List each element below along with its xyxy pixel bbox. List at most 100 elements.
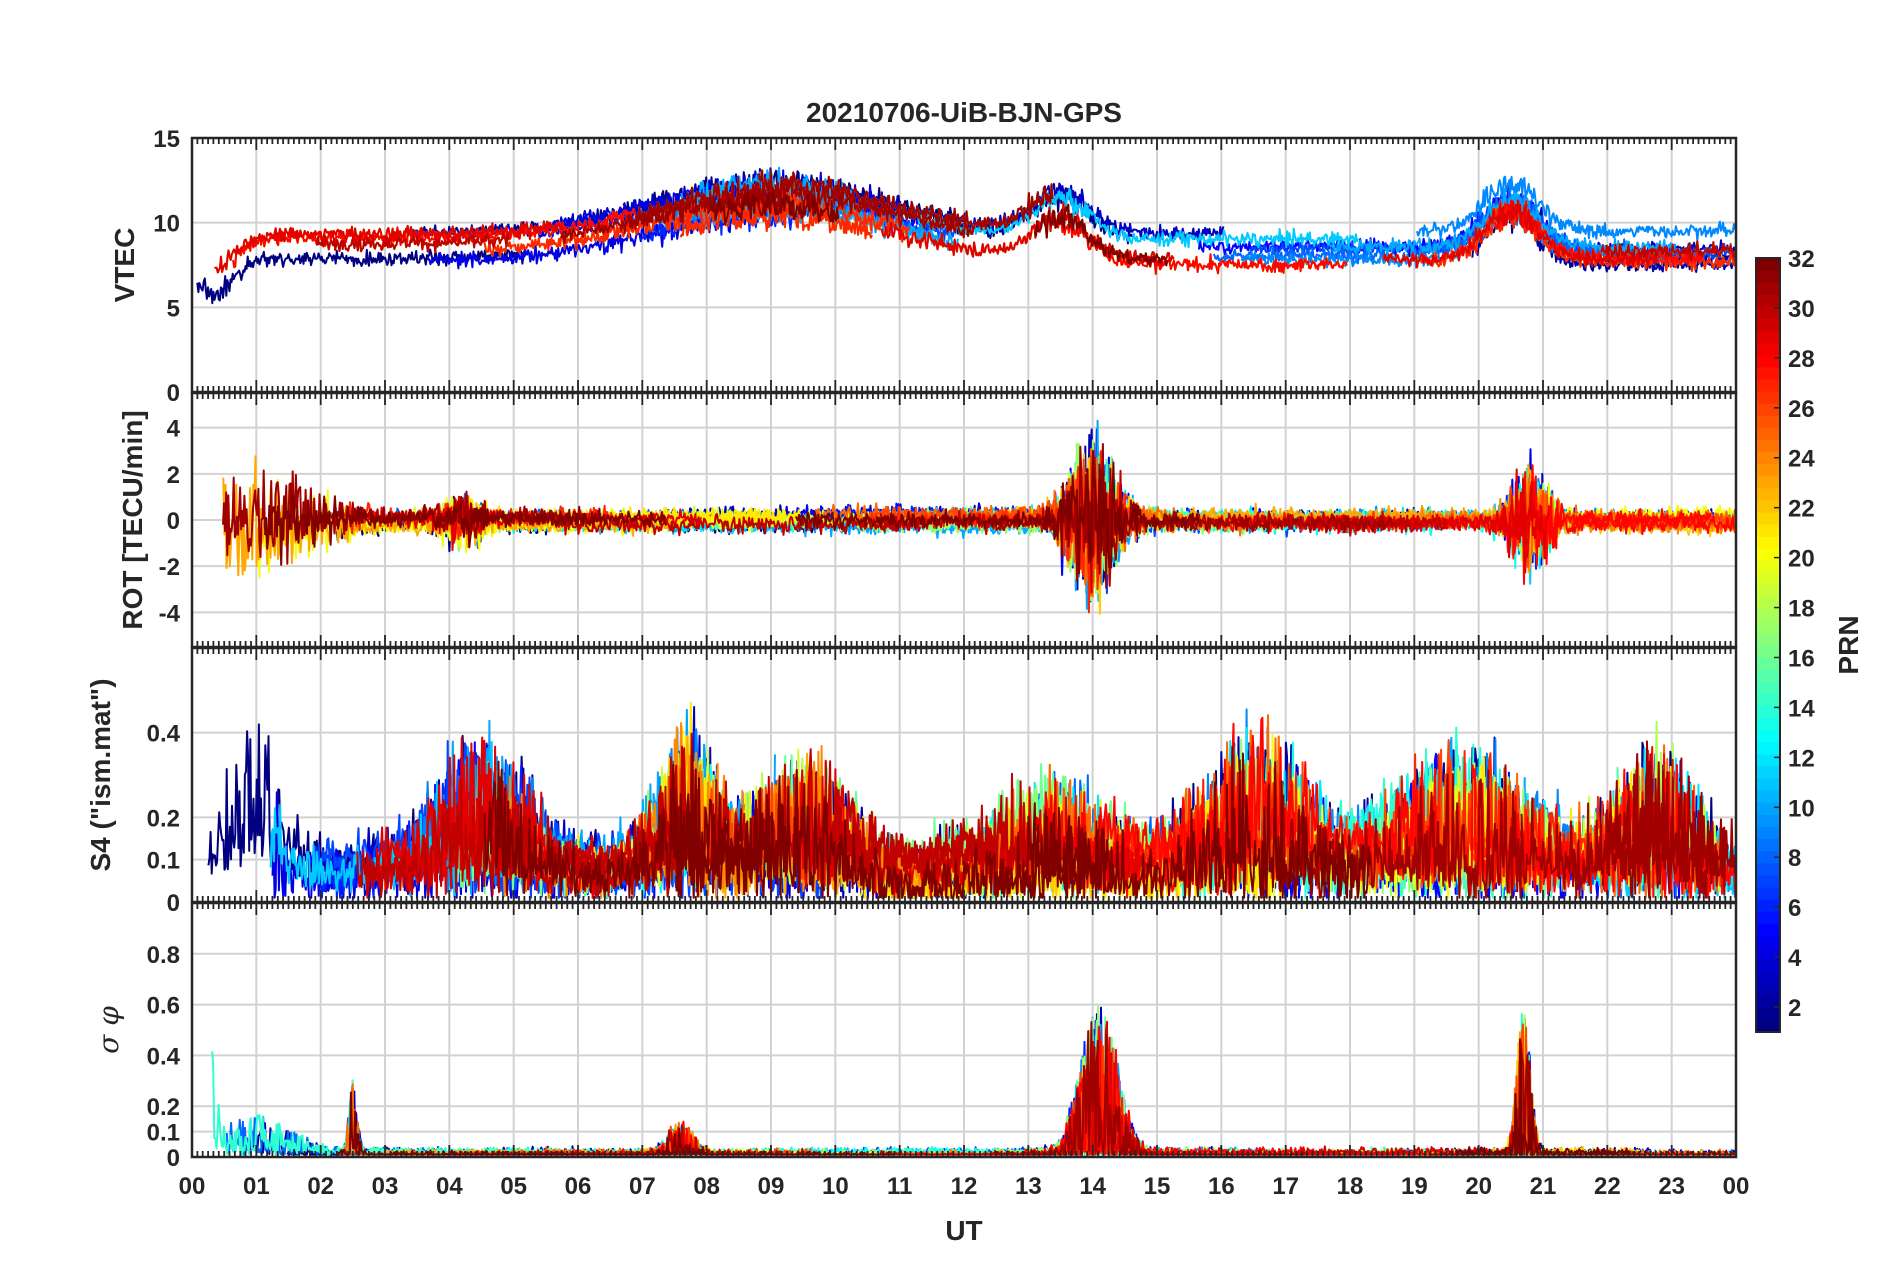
y-tick-label: 0: [167, 890, 180, 917]
colorbar-band: [1756, 947, 1780, 960]
y-tick-label: 0: [167, 380, 180, 407]
y-tick-label: 0.4: [147, 1043, 181, 1070]
tick-marks-x: [191, 648, 1737, 902]
colorbar-band: [1756, 911, 1780, 924]
colorbar-band: [1756, 536, 1780, 549]
x-tick-label: 04: [436, 1173, 463, 1200]
colorbar-tick-label: 32: [1788, 246, 1815, 273]
series-prn-31: [560, 169, 1054, 244]
panel-rot: -4 -2 0 2 4 ROT [TECU/min]: [117, 391, 1738, 649]
colorbar-band: [1756, 354, 1780, 368]
x-tick-label: 14: [1079, 1173, 1106, 1200]
colorbar-tick-label: 28: [1788, 346, 1815, 373]
colorbar-frame: [1755, 257, 1781, 1033]
colorbar-band: [1756, 705, 1780, 719]
colorbar-band: [1756, 306, 1780, 320]
colorbar-band: [1756, 874, 1780, 888]
colorbar-band: [1756, 717, 1780, 731]
colorbar-band: [1756, 1019, 1780, 1033]
x-tick-label: 15: [1144, 1173, 1171, 1200]
colorbar-band: [1756, 765, 1780, 779]
colorbar-band: [1756, 862, 1780, 876]
colorbar-tick-label: 20: [1788, 546, 1815, 573]
colorbar-band: [1756, 330, 1780, 344]
series-group-vtec: [196, 166, 1736, 305]
x-axis-label: UT: [945, 1215, 982, 1246]
colorbar-tick-label: 8: [1788, 845, 1801, 872]
x-tick-label: 06: [565, 1173, 592, 1200]
colorbar-band: [1756, 463, 1780, 477]
colorbar-band: [1756, 814, 1780, 827]
y-axis-label-s4: S4 ("ism.mat"): [85, 678, 116, 871]
series-prn-32: [483, 745, 1371, 899]
colorbar-band: [1756, 342, 1780, 356]
tick-marks-x: [191, 393, 1737, 647]
tick-marks-x: [191, 138, 1737, 392]
colorbar-band: [1756, 657, 1780, 670]
y-axis-label-rot: ROT [TECU/min]: [117, 410, 148, 629]
x-tick-label: 21: [1530, 1173, 1557, 1200]
colorbar-band: [1756, 620, 1780, 634]
colorbar-band: [1756, 778, 1780, 791]
y-tick-labels-vtec: 0 5 10 15: [153, 126, 180, 407]
colorbar-band: [1756, 524, 1780, 537]
colorbar-tick-label: 6: [1788, 895, 1801, 922]
panel-vtec: 0 5 10 15 VTEC: [109, 126, 1738, 407]
colorbar-tick-label: 26: [1788, 396, 1815, 423]
series-prn-32: [264, 449, 1200, 575]
colorbar-band: [1756, 451, 1780, 465]
y-tick-labels-s4: 0 0.1 0.2 0.4: [147, 721, 181, 917]
colorbar-band: [1756, 790, 1780, 803]
y-tick-label: 15: [153, 126, 180, 153]
colorbar-label: PRN: [1833, 615, 1864, 674]
y-tick-labels-rot: -4 -2 0 2 4: [159, 416, 181, 628]
colorbar-tick-label: 18: [1788, 596, 1815, 623]
x-tick-label: 17: [1272, 1173, 1299, 1200]
minor-ticks-s4: [191, 648, 1737, 902]
colorbar-tick-label: 2: [1788, 995, 1801, 1022]
minor-ticks-sigma_phi: [191, 903, 1737, 1157]
tick-marks-x: [191, 903, 1737, 1157]
colorbar-band: [1756, 294, 1780, 307]
colorbar-band: [1756, 560, 1780, 573]
colorbar-tick-label: 4: [1788, 945, 1802, 972]
x-tick-labels: 00 01 02 03 04 05 06 07 08 09 10 11 12 13 14 15 16 17 18 19…: [179, 1173, 1750, 1200]
x-tick-label: 18: [1337, 1173, 1364, 1200]
colorbar-tick-label: 24: [1788, 446, 1815, 473]
colorbar-band: [1756, 366, 1780, 380]
colorbar-tick-label: 16: [1788, 645, 1815, 672]
y-tick-label: 4: [167, 416, 181, 443]
colorbar-band: [1756, 318, 1780, 332]
x-tick-label: 07: [629, 1173, 656, 1200]
colorbar-band: [1756, 995, 1780, 1009]
y-tick-label: 0.2: [147, 805, 180, 832]
x-tick-label: 13: [1015, 1173, 1042, 1200]
x-tick-label: 03: [372, 1173, 399, 1200]
y-tick-label: 10: [153, 211, 180, 238]
colorbar-band: [1756, 499, 1780, 513]
colorbar-band: [1756, 693, 1780, 707]
chart-title: 20210706-UiB-BJN-GPS: [806, 97, 1122, 128]
colorbar-band: [1756, 378, 1780, 392]
panel-sigma_phi: 00.10.2 0.4 0.6 0.8 σ φ: [92, 901, 1738, 1172]
series-prn-32: [708, 188, 1169, 267]
series-prn-30: [315, 231, 1736, 261]
colorbar-band: [1756, 802, 1780, 815]
colorbar-band: [1756, 403, 1780, 416]
x-tick-label: 08: [693, 1173, 720, 1200]
colorbar-band: [1756, 669, 1780, 682]
x-tick-label: 19: [1401, 1173, 1428, 1200]
colorbar-band: [1756, 729, 1780, 743]
y-tick-label: 5: [167, 295, 180, 322]
series-group-s4: [207, 701, 1736, 899]
colorbar-band: [1756, 886, 1780, 900]
y-axis-label-sigma_phi: σ φ: [92, 1006, 125, 1054]
colorbar-band: [1756, 608, 1780, 622]
series-group-rot: [222, 419, 1736, 615]
colorbar-band: [1756, 512, 1780, 525]
y-tick-label: 0.2: [147, 1094, 180, 1121]
colorbar-band: [1756, 826, 1780, 840]
colorbar-band: [1756, 681, 1780, 694]
